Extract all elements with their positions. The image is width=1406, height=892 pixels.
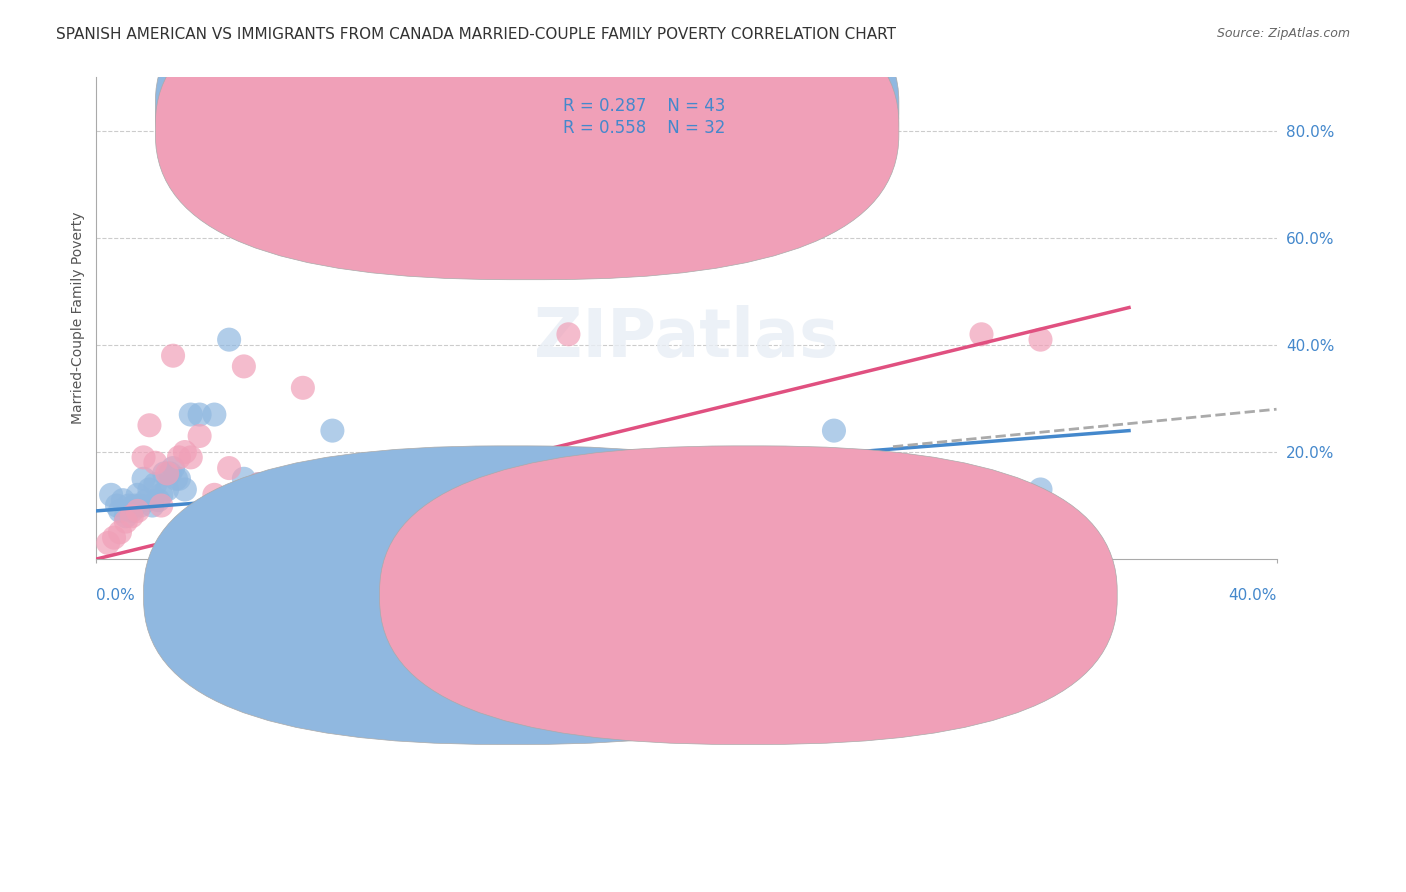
Point xyxy=(143,456,166,470)
Point xyxy=(127,488,149,502)
Text: Spanish Americans: Spanish Americans xyxy=(538,587,671,600)
FancyBboxPatch shape xyxy=(143,446,882,745)
Point xyxy=(129,499,152,513)
Point xyxy=(118,499,141,513)
Point xyxy=(202,408,225,422)
Point xyxy=(350,477,373,491)
Point xyxy=(218,333,240,347)
Point xyxy=(138,483,160,497)
Text: R = 0.558    N = 32: R = 0.558 N = 32 xyxy=(562,119,725,137)
Point xyxy=(232,472,254,486)
Point xyxy=(108,504,131,518)
Point xyxy=(143,477,166,491)
Point xyxy=(156,467,179,481)
Point xyxy=(557,504,579,518)
Point xyxy=(291,381,314,395)
Point xyxy=(132,472,155,486)
Point xyxy=(173,445,195,459)
Point xyxy=(970,327,993,342)
Point xyxy=(439,483,461,497)
Point xyxy=(127,504,149,518)
Text: Immigrants from Canada: Immigrants from Canada xyxy=(775,587,949,600)
Point xyxy=(197,541,219,556)
Point xyxy=(173,483,195,497)
Point xyxy=(180,408,202,422)
Point xyxy=(167,472,190,486)
Point xyxy=(350,488,373,502)
Point xyxy=(823,151,845,165)
FancyBboxPatch shape xyxy=(155,0,898,258)
Point xyxy=(103,531,125,545)
Point xyxy=(232,359,254,374)
FancyBboxPatch shape xyxy=(380,446,1118,745)
Point xyxy=(321,488,343,502)
Point xyxy=(165,472,187,486)
Text: ZIPatlas: ZIPatlas xyxy=(534,304,839,370)
Point xyxy=(247,477,270,491)
Point xyxy=(498,493,520,508)
Point xyxy=(100,488,122,502)
Point xyxy=(105,499,128,513)
Point xyxy=(439,467,461,481)
Point xyxy=(135,493,157,508)
Point xyxy=(291,477,314,491)
Point xyxy=(167,450,190,465)
Point xyxy=(262,488,284,502)
Point xyxy=(218,461,240,475)
Point xyxy=(121,509,143,524)
Point xyxy=(380,499,402,513)
Point xyxy=(247,477,270,491)
Point xyxy=(1029,333,1052,347)
Point xyxy=(138,418,160,433)
Point xyxy=(132,450,155,465)
Point xyxy=(115,509,138,524)
Point xyxy=(156,483,179,497)
Point xyxy=(121,504,143,518)
Point xyxy=(1029,483,1052,497)
Point xyxy=(150,488,173,502)
Point xyxy=(380,488,402,502)
Y-axis label: Married-Couple Family Poverty: Married-Couple Family Poverty xyxy=(72,212,86,425)
Point xyxy=(180,450,202,465)
Point xyxy=(498,493,520,508)
Point xyxy=(277,483,299,497)
Point xyxy=(108,525,131,540)
FancyBboxPatch shape xyxy=(486,89,839,161)
Point xyxy=(823,424,845,438)
Point xyxy=(262,483,284,497)
Point xyxy=(97,536,120,550)
FancyBboxPatch shape xyxy=(155,0,898,280)
Text: Source: ZipAtlas.com: Source: ZipAtlas.com xyxy=(1216,27,1350,40)
Point xyxy=(159,467,181,481)
Point xyxy=(115,515,138,529)
Text: SPANISH AMERICAN VS IMMIGRANTS FROM CANADA MARRIED-COUPLE FAMILY POVERTY CORRELA: SPANISH AMERICAN VS IMMIGRANTS FROM CANA… xyxy=(56,27,896,42)
Point xyxy=(150,499,173,513)
Point xyxy=(153,467,176,481)
Point xyxy=(111,493,134,508)
Point xyxy=(188,408,211,422)
Point xyxy=(188,429,211,443)
Point xyxy=(321,424,343,438)
Point xyxy=(557,327,579,342)
Point xyxy=(202,488,225,502)
Text: R = 0.287    N = 43: R = 0.287 N = 43 xyxy=(562,97,725,115)
Point xyxy=(124,499,146,513)
Point xyxy=(675,515,697,529)
Point xyxy=(675,493,697,508)
Point xyxy=(162,461,184,475)
Point xyxy=(148,493,170,508)
Text: 40.0%: 40.0% xyxy=(1229,588,1277,603)
Text: 0.0%: 0.0% xyxy=(97,588,135,603)
Point xyxy=(141,499,163,513)
Point xyxy=(162,349,184,363)
